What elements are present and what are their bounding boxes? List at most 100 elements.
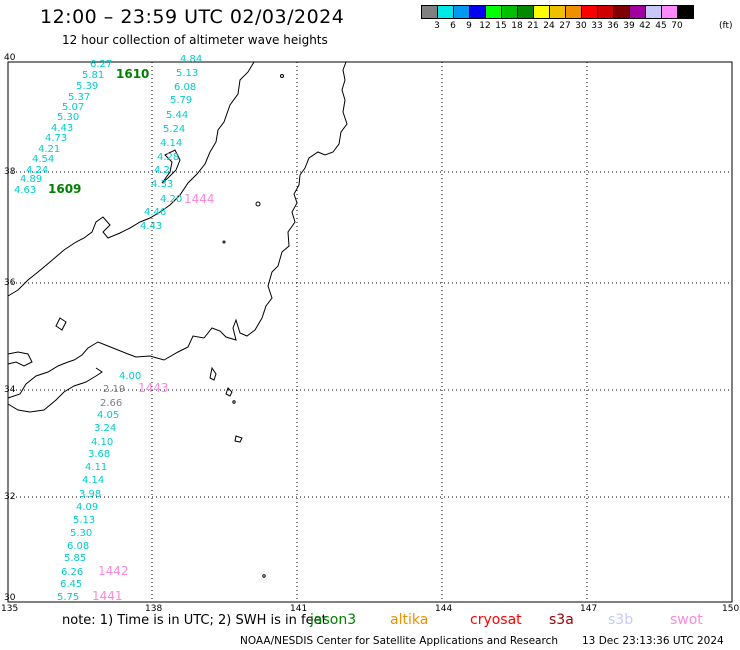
colorbar-tick-label: 15 xyxy=(495,21,507,31)
swh-value: 4.24 xyxy=(26,165,48,176)
coastline xyxy=(7,61,348,578)
swh-value: 4.09 xyxy=(76,502,98,513)
swh-value: 6.45 xyxy=(60,579,82,590)
swh-value: 3.68 xyxy=(88,449,110,460)
graticule xyxy=(8,62,732,602)
swh-value: 5.75 xyxy=(57,592,79,603)
colorbar-tick-label: 27 xyxy=(559,21,571,31)
swh-value: 4.43 xyxy=(51,123,73,134)
swh-value: 5.79 xyxy=(170,95,192,106)
colorbar-unit: (ft) xyxy=(719,21,733,31)
swh-value: 4.00 xyxy=(119,371,141,382)
track-label-1442: 1442 xyxy=(98,564,129,578)
legend-swot: swot xyxy=(670,612,703,628)
track-1610-values: 6.27 5.81 5.39 5.37 5.07 5.30 4.43 4.73 … xyxy=(14,59,112,196)
swh-value: 6.26 xyxy=(61,567,83,578)
track-label-1444: 1444 xyxy=(184,192,215,206)
swh-value: 4.43 xyxy=(140,221,162,232)
lat-label-40: 40 xyxy=(4,53,16,63)
swh-value: 3.98 xyxy=(79,489,101,500)
swh-value: 4.14 xyxy=(82,475,104,486)
lon-label-135: 135 xyxy=(1,604,18,614)
swh-value: 6.08 xyxy=(174,82,196,93)
lat-label-38: 38 xyxy=(4,167,16,177)
colorbar-labels: 3 6 9 12 15 18 21 24 27 30 33 36 39 42 45 70 xyxy=(421,21,740,33)
colorbar-tick-label: 33 xyxy=(591,21,603,31)
swh-value: 6.27 xyxy=(90,59,112,70)
colorbar-tick-label: 21 xyxy=(527,21,539,31)
track-label-1610: 1610 xyxy=(116,67,149,81)
swh-value: 5.30 xyxy=(70,528,92,539)
lon-label-150: 150 xyxy=(722,604,739,614)
swh-value: 4.2 xyxy=(154,165,170,176)
legend-cryosat: cryosat xyxy=(470,612,522,628)
colorbar-tick-label: 3 xyxy=(434,21,440,31)
swh-value: 4.20 xyxy=(160,194,182,205)
swh-value: 5.44 xyxy=(166,110,188,121)
wave-height-colorbar xyxy=(421,5,694,19)
swh-value: 4.11 xyxy=(85,462,107,473)
swh-value: 4.84 xyxy=(180,54,202,65)
colorbar-tick-label: 70 xyxy=(671,21,683,31)
colorbar-tick-label: 18 xyxy=(511,21,523,31)
swh-value: 4.21 xyxy=(38,144,60,155)
colorbar-tick-label: 24 xyxy=(543,21,555,31)
track-label-1443: 1443 xyxy=(138,381,169,395)
map-frame xyxy=(7,61,733,603)
lon-label-141: 141 xyxy=(290,604,307,614)
footer-note: note: 1) Time is in UTC; 2) SWH is in fe… xyxy=(62,613,327,628)
track-1444-values: 4.84 5.13 6.08 5.79 5.44 5.24 4.14 4.28 … xyxy=(140,54,202,232)
legend-s3a: s3a xyxy=(549,612,574,628)
track-1443-values: 4.00 2.19 2.66 4.05 3.24 4.10 3.68 4.11 … xyxy=(57,371,141,603)
track-label-1609: 1609 xyxy=(48,182,81,196)
lat-label-32: 32 xyxy=(4,492,15,502)
lon-label-138: 138 xyxy=(145,604,162,614)
lat-label-34: 34 xyxy=(4,385,16,395)
colorbar-tick-label: 6 xyxy=(450,21,456,31)
swh-value: 4.63 xyxy=(14,185,36,196)
lat-label-36: 36 xyxy=(4,278,16,288)
swh-value: 4.89 xyxy=(20,174,42,185)
swh-value: 5.13 xyxy=(73,515,95,526)
colorbar-tick-label: 9 xyxy=(466,21,472,31)
swh-value: 4.46 xyxy=(144,207,166,218)
swh-value: 4.14 xyxy=(160,138,182,149)
swh-value: 5.39 xyxy=(76,81,98,92)
swh-value: 5.24 xyxy=(163,124,185,135)
swh-value: 3.24 xyxy=(94,423,116,434)
colorbar-tick-label: 12 xyxy=(479,21,491,31)
generated-timestamp: 13 Dec 23:13:36 UTC 2024 xyxy=(582,635,724,647)
map-title: 12:00 – 23:59 UTC 02/03/2024 xyxy=(40,6,345,28)
swh-value: 6.08 xyxy=(67,541,89,552)
swh-value: 5.81 xyxy=(82,70,104,81)
swh-value: 4.54 xyxy=(32,154,54,165)
swh-value: 4.10 xyxy=(91,437,113,448)
swh-value: 2.66 xyxy=(100,398,122,409)
swh-value: 5.13 xyxy=(176,68,198,79)
swh-value: 2.19 xyxy=(103,384,125,395)
swh-value: 5.85 xyxy=(64,553,86,564)
lat-label-30: 30 xyxy=(4,593,16,603)
legend-jason3: jason3 xyxy=(310,612,357,628)
swh-value: 4.05 xyxy=(97,410,119,421)
legend-altika: altika xyxy=(390,612,429,628)
swh-value: 5.37 xyxy=(68,92,90,103)
colorbar-tick-label: 45 xyxy=(655,21,667,31)
swh-value: 5.07 xyxy=(62,102,84,113)
colorbar-tick-label: 42 xyxy=(639,21,651,31)
lon-label-147: 147 xyxy=(580,604,597,614)
lon-label-144: 144 xyxy=(435,604,452,614)
map-subtitle: 12 hour collection of altimeter wave hei… xyxy=(62,33,328,47)
colorbar-tick-label: 39 xyxy=(623,21,635,31)
swh-value: 4.28 xyxy=(157,152,179,163)
credit-line: NOAA/NESDIS Center for Satellite Applica… xyxy=(240,635,558,647)
swh-value: 4.33 xyxy=(151,179,173,190)
colorbar-tick-label: 30 xyxy=(575,21,587,31)
colorbar-swatch xyxy=(677,5,694,19)
colorbar-tick-label: 36 xyxy=(607,21,619,31)
swh-value: 5.30 xyxy=(57,112,79,123)
legend-s3b: s3b xyxy=(608,612,634,628)
track-label-1441: 1441 xyxy=(92,589,123,603)
swh-value: 4.73 xyxy=(45,133,67,144)
